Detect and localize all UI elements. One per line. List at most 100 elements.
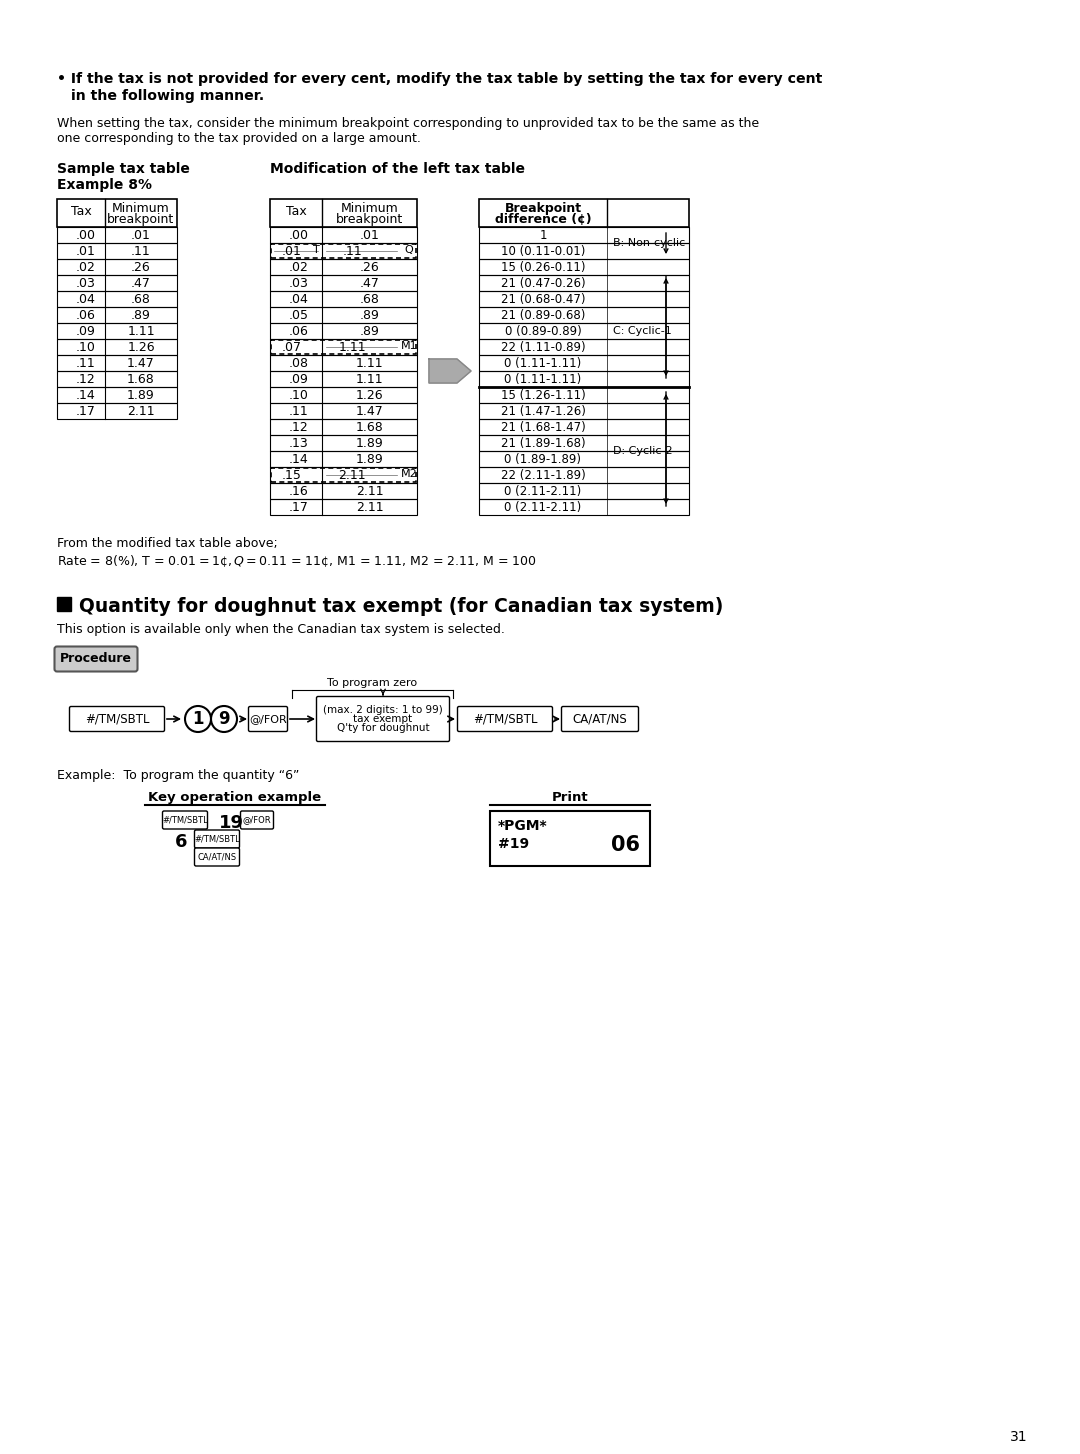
Text: .02: .02	[288, 262, 309, 273]
Text: 21 (1.89-1.68): 21 (1.89-1.68)	[501, 438, 585, 449]
Text: 0 (0.89-0.89): 0 (0.89-0.89)	[504, 326, 581, 337]
Text: #/TM/SBTL: #/TM/SBTL	[473, 712, 537, 726]
Text: When setting the tax, consider the minimum breakpoint corresponding to unprovide: When setting the tax, consider the minim…	[57, 116, 759, 129]
Text: 2.11: 2.11	[127, 406, 154, 417]
FancyBboxPatch shape	[69, 707, 164, 731]
Text: .04: .04	[76, 294, 96, 305]
Text: Breakpoint: Breakpoint	[504, 202, 581, 215]
Text: .09: .09	[76, 326, 96, 337]
Bar	[270, 323, 417, 339]
Text: Minimum: Minimum	[112, 202, 170, 215]
Text: #19: #19	[498, 838, 529, 851]
Text: 1: 1	[539, 228, 546, 241]
Text: Example:  To program the quantity “6”: Example: To program the quantity “6”	[57, 769, 299, 782]
Bar	[480, 227, 689, 243]
Text: .47: .47	[360, 278, 379, 289]
Text: M1: M1	[401, 342, 417, 350]
Bar	[57, 323, 177, 339]
Text: .26: .26	[131, 262, 151, 273]
Text: one corresponding to the tax provided on a large amount.: one corresponding to the tax provided on…	[57, 132, 421, 145]
Text: .17: .17	[76, 406, 96, 417]
Text: .07: .07	[282, 342, 301, 353]
Text: Tax: Tax	[70, 205, 92, 218]
Text: .10: .10	[76, 342, 96, 353]
Text: @/FOR: @/FOR	[249, 714, 287, 724]
Text: C: Cyclic-1: C: Cyclic-1	[613, 326, 672, 336]
Bar	[270, 451, 417, 467]
Text: .89: .89	[360, 326, 379, 337]
Text: D: Cyclic-2: D: Cyclic-2	[613, 446, 673, 457]
Text: #/TM/SBTL: #/TM/SBTL	[84, 712, 149, 726]
FancyBboxPatch shape	[241, 811, 273, 829]
Bar	[57, 307, 177, 323]
Text: Procedure: Procedure	[60, 651, 132, 664]
Text: in the following manner.: in the following manner.	[71, 89, 265, 103]
Text: Print: Print	[552, 791, 589, 804]
Text: .89: .89	[131, 310, 151, 321]
Bar	[270, 403, 417, 419]
Bar	[57, 371, 177, 387]
Text: .11: .11	[76, 358, 96, 369]
Text: .11: .11	[342, 246, 362, 257]
Bar	[480, 307, 689, 323]
Text: 21 (0.89-0.68): 21 (0.89-0.68)	[501, 310, 585, 321]
Bar	[57, 275, 177, 291]
FancyBboxPatch shape	[162, 811, 207, 829]
Bar	[480, 259, 689, 275]
Text: .06: .06	[76, 310, 96, 321]
Bar	[480, 275, 689, 291]
Text: 1.89: 1.89	[127, 390, 154, 401]
Bar	[480, 467, 689, 483]
Text: 1.11: 1.11	[355, 358, 383, 369]
Text: 21 (1.68-1.47): 21 (1.68-1.47)	[501, 422, 585, 433]
Bar	[57, 199, 177, 227]
Bar	[270, 355, 417, 371]
Text: .00: .00	[288, 228, 309, 241]
Text: 1.89: 1.89	[355, 438, 383, 449]
Text: .01: .01	[76, 246, 96, 257]
Text: 06: 06	[611, 835, 640, 855]
Text: From the modified tax table above;: From the modified tax table above;	[57, 537, 278, 550]
Bar	[57, 291, 177, 307]
Text: difference (¢): difference (¢)	[495, 212, 592, 225]
Text: 0 (2.11-2.11): 0 (2.11-2.11)	[504, 486, 582, 499]
Text: 1.68: 1.68	[355, 422, 383, 433]
Text: .09: .09	[288, 374, 309, 385]
Text: This option is available only when the Canadian tax system is selected.: This option is available only when the C…	[57, 622, 504, 635]
Bar	[480, 339, 689, 355]
Text: #/TM/SBTL: #/TM/SBTL	[194, 835, 240, 843]
Text: 22 (1.11-0.89): 22 (1.11-0.89)	[501, 342, 585, 353]
Bar	[57, 259, 177, 275]
FancyBboxPatch shape	[54, 647, 137, 672]
Bar	[270, 339, 417, 355]
Bar	[480, 371, 689, 387]
Text: Quantity for doughnut tax exempt (for Canadian tax system): Quantity for doughnut tax exempt (for Ca…	[79, 598, 724, 616]
Text: @/FOR: @/FOR	[243, 816, 271, 824]
Text: 1.26: 1.26	[127, 342, 154, 353]
FancyBboxPatch shape	[458, 707, 553, 731]
Text: Q'ty for doughnut: Q'ty for doughnut	[337, 723, 430, 733]
Bar	[270, 259, 417, 275]
Bar	[270, 419, 417, 435]
Text: 0 (1.89-1.89): 0 (1.89-1.89)	[504, 454, 581, 465]
Bar	[270, 435, 417, 451]
Text: .08: .08	[288, 358, 309, 369]
Text: Q: Q	[405, 246, 414, 254]
Text: 0 (2.11-2.11): 0 (2.11-2.11)	[504, 502, 582, 515]
Text: Tax: Tax	[285, 205, 307, 218]
Bar	[57, 598, 71, 611]
Text: .26: .26	[360, 262, 379, 273]
Bar	[480, 403, 689, 419]
Text: 21 (0.68-0.47): 21 (0.68-0.47)	[501, 294, 585, 305]
Bar	[271, 468, 416, 481]
Text: .03: .03	[288, 278, 309, 289]
Text: 1: 1	[192, 710, 204, 728]
Text: .14: .14	[76, 390, 96, 401]
FancyBboxPatch shape	[316, 696, 449, 742]
FancyBboxPatch shape	[562, 707, 638, 731]
Text: T: T	[312, 246, 320, 254]
Text: .16: .16	[288, 486, 309, 499]
Bar	[480, 199, 689, 227]
Bar	[270, 199, 417, 227]
Bar	[480, 323, 689, 339]
